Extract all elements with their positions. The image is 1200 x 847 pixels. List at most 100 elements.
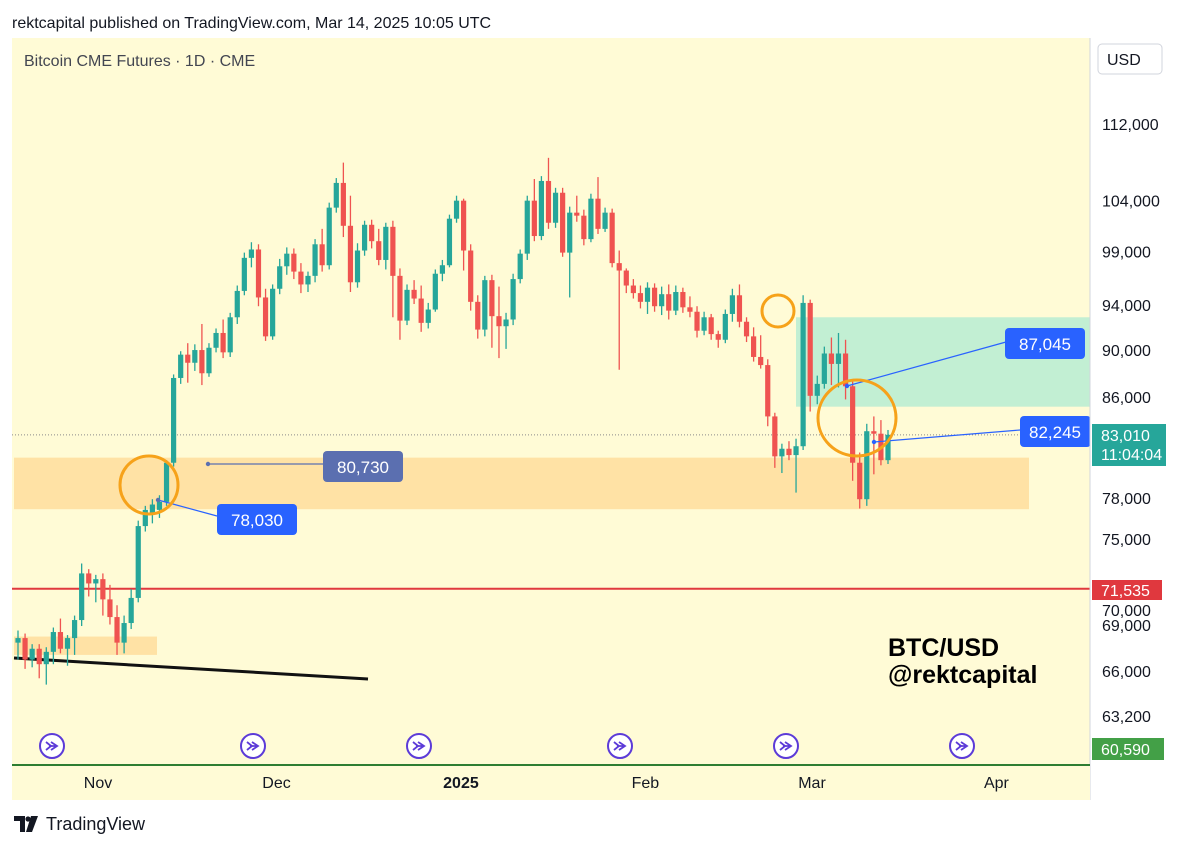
candle-2024-12-09 [255, 244, 262, 307]
event-marker-icon[interactable] [607, 733, 633, 759]
candle-2024-12-02 [220, 319, 226, 359]
callout-text-87045: 87,045 [1019, 335, 1071, 354]
callout-label-80730[interactable]: 80,730 [323, 451, 403, 482]
candle-2025-04-10 [864, 423, 870, 506]
candle-2025-02-10 [560, 187, 566, 257]
candle-2025-01-22 [468, 244, 474, 311]
event-marker-icon[interactable] [949, 733, 975, 759]
candle-2024-12-06 [248, 242, 255, 268]
candle-2025-03-31 [807, 299, 813, 412]
candle-2024-12-24 [333, 178, 339, 213]
candle-2024-11-06 [93, 574, 99, 603]
candle-2025-02-18 [602, 207, 608, 232]
candle-2025-01-29 [503, 312, 509, 349]
candle-2024-11-26 [192, 344, 198, 371]
candle-2024-11-21 [171, 374, 177, 467]
callout-text-82245: 82,245 [1029, 423, 1081, 442]
candlestick-chart[interactable]: 80,730 78,030 87,045 82,245 Bitcoin CME … [12, 38, 1168, 800]
callout-label-78030[interactable]: 78,030 [217, 504, 297, 535]
price-tick-78000: 78,000 [1102, 491, 1151, 508]
red-line-price-text: 71,535 [1101, 583, 1150, 600]
candle-2024-12-18 [305, 271, 311, 293]
candle-2025-04-01 [814, 375, 820, 405]
price-axis-panel[interactable] [1090, 38, 1168, 800]
price-tick-70000: 70,000 [1102, 603, 1151, 620]
highlight-circle-feb [760, 293, 796, 329]
candle-2025-04-02 [821, 346, 827, 389]
price-tick-75000: 75,000 [1102, 532, 1151, 549]
candle-2024-11-05 [86, 569, 92, 597]
candle-2025-03-11 [708, 313, 714, 340]
highlight-circle-nov [118, 454, 180, 516]
tradingview-logo-icon [14, 816, 38, 832]
callout-dot-78030 [155, 497, 161, 503]
candle-2025-01-16 [439, 259, 445, 282]
candle-2024-12-10 [262, 288, 269, 341]
candle-2024-11-01 [71, 615, 78, 655]
candle-2025-02-06 [545, 157, 552, 229]
callout-text-80730: 80,730 [337, 458, 389, 477]
candle-2025-03-26 [786, 441, 792, 461]
candle-2024-12-23 [326, 202, 332, 270]
candle-2025-03-25 [779, 443, 785, 474]
chart-area[interactable]: 80,730 78,030 87,045 82,245 Bitcoin CME … [12, 38, 1168, 800]
candle-2025-04-09 [857, 452, 863, 509]
event-marker-icon[interactable] [406, 733, 432, 759]
callout-text-78030: 78,030 [231, 511, 283, 530]
price-tick-90000: 90,000 [1102, 343, 1151, 360]
trend-line [13, 656, 369, 681]
candle-2025-01-24 [482, 275, 488, 337]
candle-2024-12-19 [312, 239, 318, 283]
event-marker-icon[interactable] [773, 733, 799, 759]
candle-2024-11-08 [107, 584, 113, 625]
candle-2025-04-15 [885, 429, 891, 465]
highlight-circle-mar [816, 378, 898, 458]
callout-label-87045[interactable]: 87,045 [1005, 328, 1085, 359]
candle-2025-01-21 [461, 198, 467, 271]
chart-title: Bitcoin CME Futures · 1D · CME [24, 53, 255, 70]
candle-2025-02-25 [637, 285, 644, 309]
candle-2025-03-12 [715, 330, 721, 348]
candle-2025-01-27 [489, 274, 495, 348]
event-marker-icon[interactable] [39, 733, 65, 759]
candle-2024-11-12 [121, 615, 127, 654]
low-price-text: 60,590 [1101, 742, 1150, 759]
time-tick-mar: Mar [798, 775, 826, 792]
candle-2025-01-06 [383, 222, 389, 270]
candle-2025-03-18 [743, 317, 750, 343]
price-tick-99000: 99,000 [1102, 245, 1151, 262]
candle-2025-03-07 [694, 306, 700, 338]
callout-connector-87045 [846, 341, 1007, 387]
callout-label-82245[interactable]: 82,245 [1020, 416, 1091, 447]
candle-2025-03-13 [722, 309, 728, 344]
candle-2024-12-30 [354, 243, 361, 288]
candle-2025-02-26 [644, 282, 651, 314]
candle-2025-03-03 [666, 284, 672, 320]
candle-2024-10-22 [15, 630, 21, 660]
candle-2025-02-27 [651, 283, 658, 312]
candle-2025-03-14 [729, 288, 735, 322]
low-price-badge [1092, 738, 1164, 760]
time-axis-panel[interactable] [12, 766, 1090, 800]
currency-button[interactable] [1097, 43, 1163, 75]
candle-2024-12-13 [284, 247, 290, 275]
candle-2025-02-13 [581, 209, 587, 246]
candle-2025-04-14 [878, 420, 884, 466]
candle-2024-10-30 [57, 618, 64, 654]
candle-2025-02-28 [659, 286, 665, 316]
time-ticks: Nov Dec 2025 Feb Mar Apr [84, 775, 1010, 792]
price-tick-63200: 63,200 [1102, 709, 1151, 726]
candle-2024-11-20 [163, 460, 170, 506]
candle-2024-11-04 [79, 563, 85, 627]
footer-brand[interactable]: TradingView [14, 810, 145, 838]
candle-2024-12-17 [298, 263, 304, 294]
event-marker-icon[interactable] [240, 733, 266, 759]
callout-dot-87045 [844, 383, 850, 389]
candle-2025-04-07 [842, 339, 849, 400]
candle-2024-10-25 [36, 644, 42, 679]
candle-2025-01-08 [397, 268, 403, 340]
candle-2025-02-14 [588, 193, 594, 243]
candle-2025-01-20 [453, 195, 460, 223]
price-tick-104000: 104,000 [1102, 194, 1160, 211]
callout-connector-78030 [157, 499, 218, 517]
